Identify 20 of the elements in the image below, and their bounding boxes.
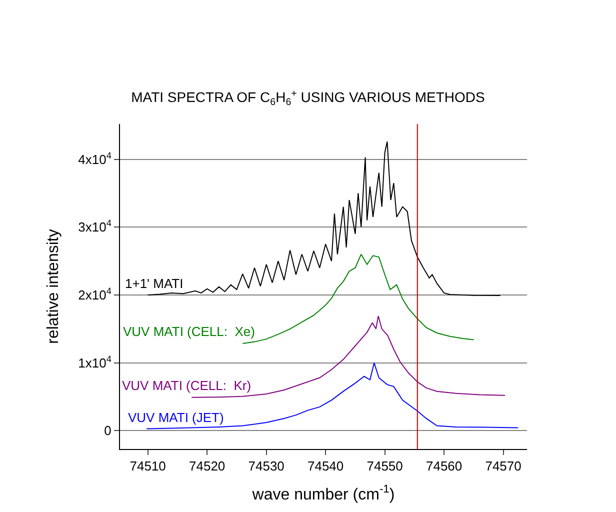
- y-tick-label: 4x10$^{4}$: [78, 150, 112, 167]
- y-tick-label: 1x10$^{4}$: [78, 354, 112, 370]
- series-label: 1+1' MATI: [125, 276, 184, 291]
- line-series: [147, 141, 501, 296]
- x-tick-label: 74550: [366, 458, 403, 474]
- y-tick-label: 3x10$^{4}$: [78, 218, 112, 235]
- y-axis-title: relative intensity: [45, 229, 62, 344]
- series-label: VUV MATI (CELL: Xe): [123, 324, 255, 339]
- chart-title: MATI SPECTRA OF C$_{6}$H$_{6}$$^{+}$ USING VARIOUS METHODS: [131, 88, 485, 108]
- x-tick-label: 74540: [307, 458, 344, 474]
- y-tick-label: 0: [104, 423, 112, 438]
- x-axis-title: wave number (cm$^{-1}$): [251, 484, 395, 504]
- x-tick-label: 74530: [248, 458, 284, 474]
- x-tick-label: 74570: [485, 458, 522, 474]
- x-tick-label: 74560: [426, 458, 462, 474]
- x-tick-label: 74510: [130, 458, 166, 474]
- y-tick-label: 2x10$^{4}$: [78, 286, 112, 303]
- series-label: VUV MATI (JET): [128, 410, 224, 425]
- x-tick-label: 74520: [189, 458, 226, 474]
- series-label: VUV MATI (CELL: Kr): [122, 378, 252, 393]
